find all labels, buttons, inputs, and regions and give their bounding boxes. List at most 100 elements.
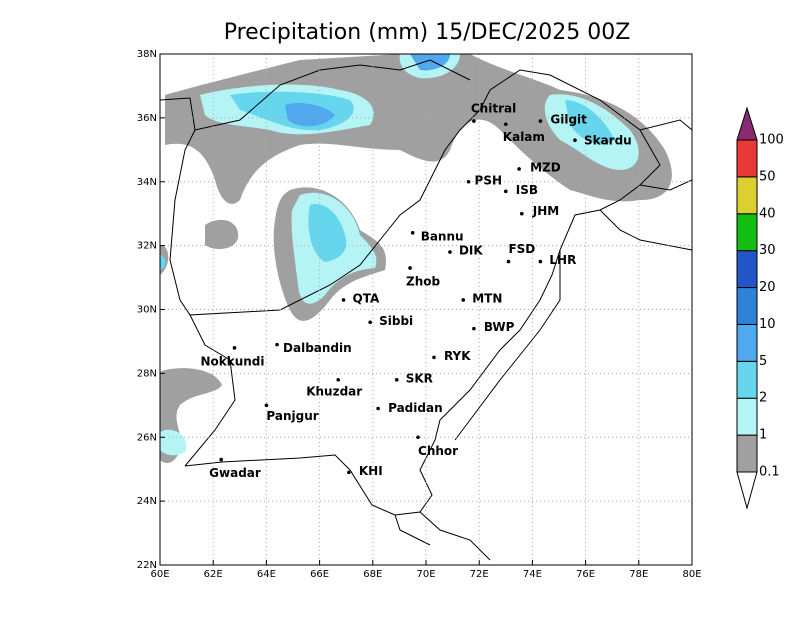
colorbar-label: 40: [759, 206, 776, 221]
x-tick-label: 66E: [310, 569, 329, 580]
city-marker: [472, 326, 476, 331]
city-label: Chitral: [471, 102, 516, 116]
city-marker: [472, 119, 476, 123]
colorbar-label: 1: [759, 428, 767, 443]
x-tick-label: 74E: [523, 569, 542, 580]
y-tick-label: 38N: [137, 49, 157, 60]
colorbar-box: [736, 139, 758, 178]
city-label: BWP: [484, 320, 515, 334]
city-label: KHI: [359, 464, 383, 478]
colorbar-box: [736, 176, 758, 215]
x-tick-label: 80E: [682, 569, 701, 580]
precip-field: [160, 54, 672, 463]
city-marker: [219, 457, 223, 462]
city-marker: [538, 259, 543, 264]
colorbar-under: [736, 471, 758, 510]
colorbar-box: [736, 360, 758, 399]
city-label: Kalam: [503, 130, 545, 144]
city-marker: [232, 346, 237, 350]
city-marker: [368, 320, 372, 325]
city-label: Dalbandin: [283, 341, 352, 355]
city-label: Zhob: [406, 274, 440, 288]
x-tick-label: 62E: [204, 569, 223, 580]
city-marker: [264, 403, 269, 408]
city-label: Gilgit: [550, 113, 587, 127]
colorbar-label: 100: [759, 133, 784, 148]
city-marker: [517, 167, 521, 171]
city-label: MZD: [530, 160, 561, 174]
x-tick-label: 70E: [416, 569, 435, 580]
cities: Chitral Gilgit Kalam Skardu MZD PSH ISB JHM Bann…: [200, 102, 631, 481]
city-label: Nokkundi: [200, 354, 264, 368]
city-marker: [341, 298, 346, 302]
colorbar-box: [736, 434, 758, 473]
x-tick-label: 78E: [629, 569, 648, 580]
city-marker: [408, 266, 412, 270]
city-marker: [504, 189, 508, 194]
city-marker: [506, 259, 511, 264]
city-marker: [466, 179, 471, 184]
city-marker: [432, 355, 436, 360]
colorbar-box: [736, 323, 758, 362]
colorbar-label: 5: [759, 354, 767, 369]
city-marker: [538, 119, 543, 123]
y-tick-label: 32N: [137, 241, 157, 252]
city-label: Panjgur: [266, 409, 318, 423]
x-tick-label: 72E: [470, 569, 489, 580]
city-label: RYK: [444, 349, 471, 363]
y-tick-label: 22N: [137, 560, 157, 571]
city-marker: [376, 406, 380, 411]
colorbar-label: 10: [759, 317, 776, 332]
y-tick-label: 28N: [137, 368, 157, 379]
x-tick-label: 64E: [257, 569, 276, 580]
city-marker: [347, 470, 351, 475]
city-marker: [461, 298, 466, 302]
colorbar-label: 20: [759, 280, 776, 295]
x-tick-label: 60E: [150, 569, 169, 580]
city-marker: [573, 138, 577, 143]
y-tick-label: 24N: [137, 496, 157, 507]
colorbar-label: 2: [759, 391, 767, 406]
city-marker: [416, 435, 420, 440]
x-tick-label: 68E: [363, 569, 382, 580]
colorbar: 0.1 1 2 5 10 20 30 40 50 100: [736, 106, 784, 510]
city-label: DIK: [459, 244, 483, 258]
city-label: Skardu: [584, 134, 632, 148]
plot-frame: [159, 53, 693, 566]
map-title: Precipitation (mm) 15/DEC/2025 00Z: [224, 20, 631, 45]
city-label: Bannu: [421, 229, 464, 243]
city-label: Sibbi: [379, 314, 413, 328]
y-tick-label: 34N: [137, 177, 157, 188]
city-marker: [275, 342, 279, 347]
city-marker: [504, 122, 508, 127]
city-label: ISB: [516, 183, 538, 197]
colorbar-label: 0.1: [759, 465, 780, 480]
colorbar-label: 50: [759, 169, 776, 184]
city-marker: [394, 377, 399, 382]
y-tick-label: 36N: [137, 113, 157, 124]
colorbar-box: [736, 250, 758, 289]
city-label: LHR: [549, 253, 576, 267]
city-label: Padidan: [388, 401, 443, 415]
city-marker: [410, 231, 415, 235]
city-marker: [448, 250, 452, 254]
city-label: SKR: [406, 371, 433, 385]
boundaries: [160, 59, 692, 561]
colorbar-over: [736, 106, 758, 141]
city-marker: [519, 211, 524, 216]
city-label: Gwadar: [209, 466, 261, 480]
city-label: MTN: [472, 291, 502, 305]
city-label: Khuzdar: [306, 384, 362, 398]
colorbar-label: 30: [759, 243, 776, 258]
y-tick-label: 30N: [137, 305, 157, 316]
city-label: FSD: [508, 242, 535, 256]
colorbar-box: [736, 287, 758, 325]
colorbar-box: [736, 397, 758, 436]
x-tick-label: 76E: [576, 569, 595, 580]
colorbar-box: [736, 213, 758, 252]
city-label: QTA: [353, 291, 380, 305]
y-tick-label: 26N: [137, 432, 157, 443]
city-marker: [336, 377, 341, 382]
city-label: Chhor: [418, 444, 458, 458]
